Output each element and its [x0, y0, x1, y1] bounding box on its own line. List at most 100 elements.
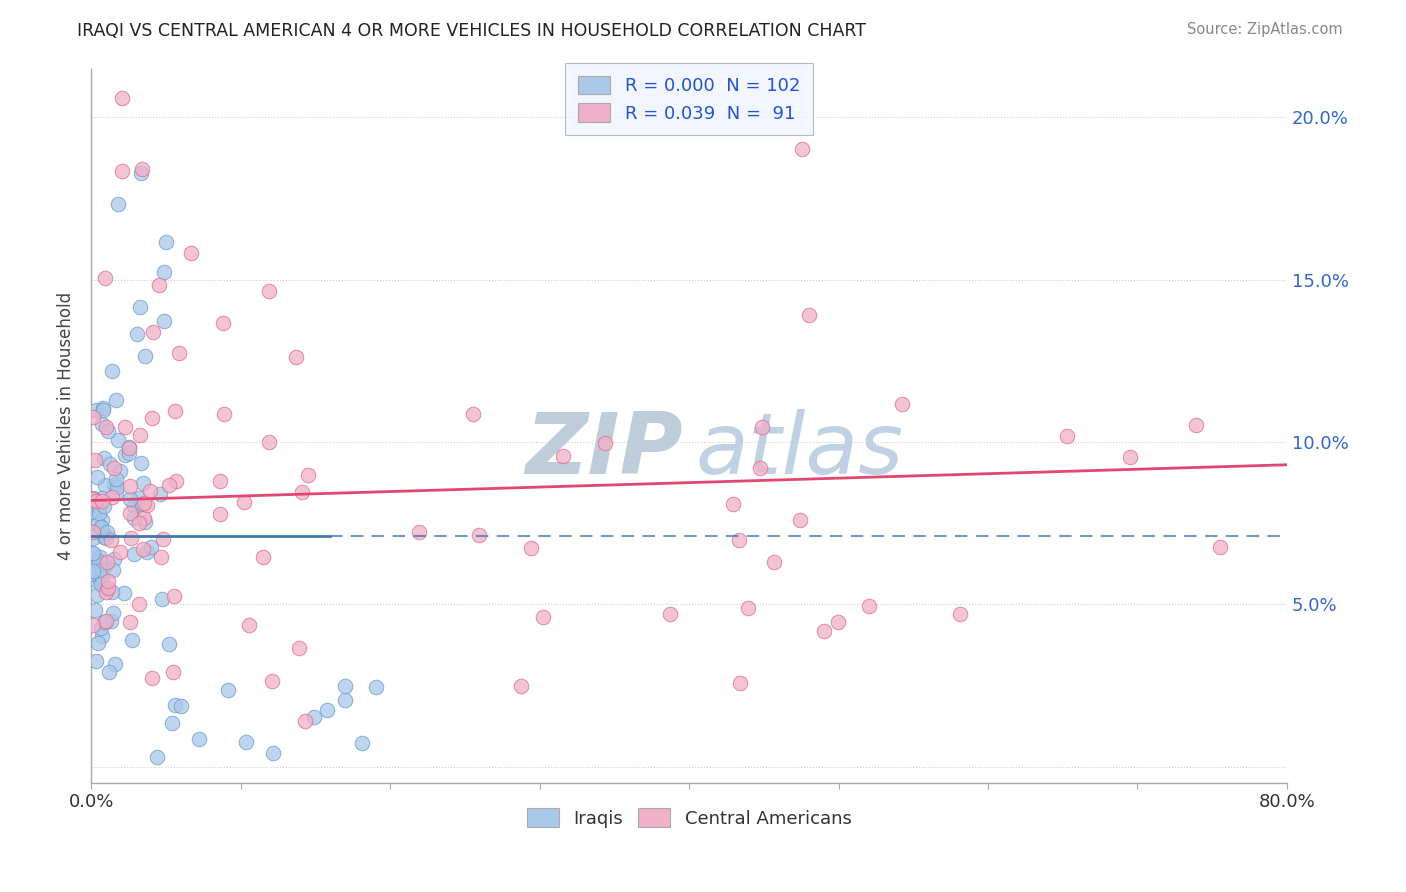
Point [211, 316, 233, 330]
Point [84, 524, 107, 539]
Point [104, 657, 127, 671]
Point [118, 615, 141, 629]
Point [103, 552, 125, 566]
Point [93, 500, 115, 514]
Point [131, 497, 153, 511]
Point [128, 491, 150, 506]
Point [100, 584, 122, 599]
Text: ZIP: ZIP [526, 409, 683, 492]
Point [187, 731, 209, 746]
Point [90, 519, 112, 533]
Point [110, 90, 132, 104]
Point [813, 624, 835, 638]
Point [129, 428, 152, 442]
Point [262, 674, 284, 689]
Point [82, 566, 104, 581]
Point [658, 607, 681, 622]
Point [163, 589, 186, 603]
Point [87, 516, 110, 531]
Point [551, 449, 574, 463]
Point [93, 615, 115, 629]
Point [1118, 450, 1140, 464]
Point [91, 557, 114, 571]
Point [510, 679, 533, 693]
Point [134, 349, 156, 363]
Point [170, 698, 193, 713]
Point [84, 494, 107, 508]
Point [82, 559, 104, 574]
Point [150, 549, 173, 564]
Point [91, 401, 114, 416]
Point [98, 665, 121, 680]
Point [141, 410, 163, 425]
Point [82, 547, 104, 561]
Point [155, 235, 177, 249]
Point [1209, 540, 1232, 554]
Point [593, 436, 616, 450]
Point [118, 440, 141, 454]
Point [90, 494, 112, 508]
Point [94, 614, 117, 628]
Point [157, 637, 180, 651]
Point [82, 546, 104, 560]
Point [238, 618, 260, 632]
Point [84, 654, 107, 668]
Point [107, 197, 129, 211]
Point [152, 532, 174, 546]
Point [157, 477, 180, 491]
Point [87, 500, 110, 514]
Point [103, 606, 125, 620]
Point [129, 166, 152, 180]
Point [209, 507, 232, 521]
Point [132, 496, 155, 510]
Point [97, 574, 120, 588]
Point [335, 693, 357, 707]
Point [93, 450, 115, 465]
Point [132, 541, 155, 556]
Point [531, 610, 554, 624]
Point [291, 485, 314, 500]
Point [103, 478, 125, 492]
Point [100, 490, 122, 504]
Point [100, 533, 122, 547]
Point [153, 265, 176, 279]
Point [352, 736, 374, 750]
Point [91, 513, 114, 527]
Point [142, 325, 165, 339]
Point [94, 270, 117, 285]
Point [294, 714, 316, 729]
Point [153, 314, 176, 328]
Point [520, 541, 543, 555]
Point [262, 746, 284, 760]
Point [122, 547, 145, 561]
Point [890, 397, 912, 411]
Point [84, 453, 107, 467]
Point [87, 636, 110, 650]
Point [91, 403, 114, 417]
Point [89, 554, 111, 568]
Point [120, 531, 142, 545]
Point [762, 555, 785, 569]
Point [949, 607, 972, 621]
Point [103, 460, 125, 475]
Y-axis label: 4 or more Vehicles in Household: 4 or more Vehicles in Household [58, 292, 75, 560]
Point [89, 550, 111, 565]
Point [96, 524, 118, 539]
Point [117, 446, 139, 460]
Point [114, 448, 136, 462]
Point [94, 477, 117, 491]
Point [789, 514, 811, 528]
Point [93, 526, 115, 541]
Point [82, 492, 104, 507]
Point [107, 434, 129, 448]
Point [90, 576, 112, 591]
Point [91, 570, 114, 584]
Point [134, 515, 156, 529]
Point [129, 456, 152, 470]
Point [737, 600, 759, 615]
Point [122, 511, 145, 525]
Point [89, 506, 111, 520]
Point [120, 478, 142, 492]
Point [91, 629, 114, 643]
Point [302, 710, 325, 724]
